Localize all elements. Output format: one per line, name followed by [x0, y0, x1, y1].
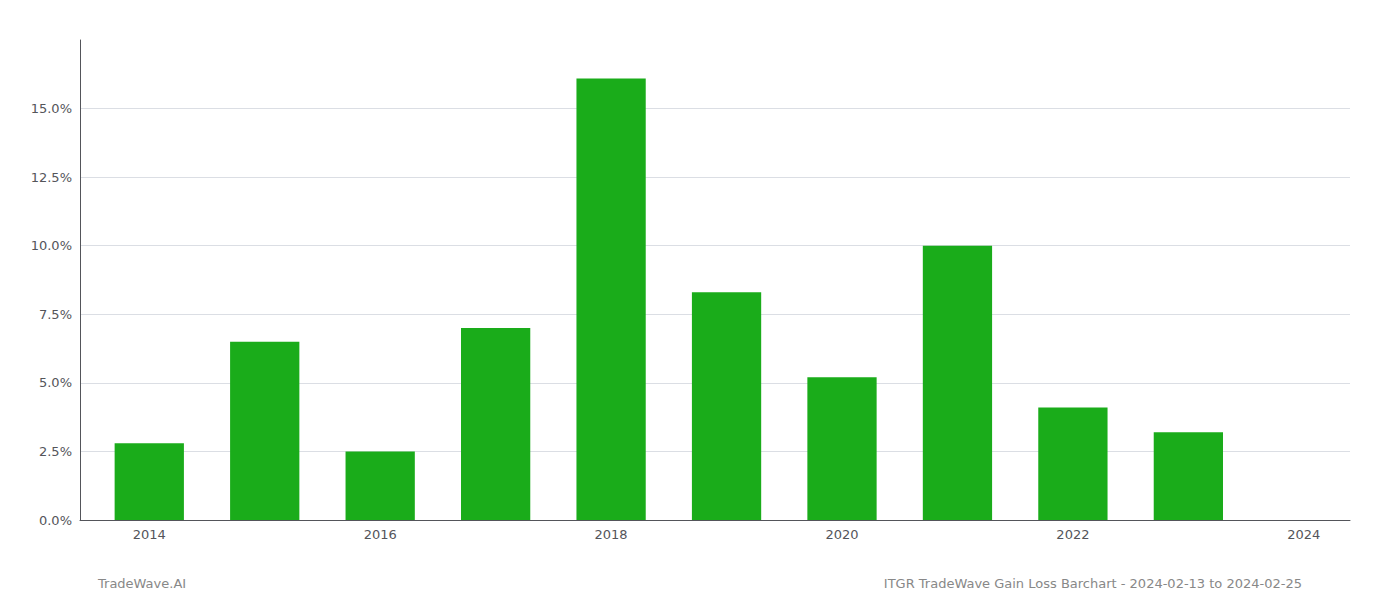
- svg-text:TradeWave.AI: TradeWave.AI: [97, 576, 186, 591]
- svg-text:2016: 2016: [364, 527, 397, 542]
- svg-text:2.5%: 2.5%: [39, 444, 72, 459]
- svg-text:10.0%: 10.0%: [31, 238, 72, 253]
- svg-text:5.0%: 5.0%: [39, 375, 72, 390]
- svg-text:2014: 2014: [133, 527, 166, 542]
- svg-text:0.0%: 0.0%: [39, 513, 72, 528]
- svg-text:15.0%: 15.0%: [31, 101, 72, 116]
- svg-text:12.5%: 12.5%: [31, 170, 72, 185]
- svg-text:2018: 2018: [595, 527, 628, 542]
- svg-text:7.5%: 7.5%: [39, 307, 72, 322]
- svg-text:ITGR TradeWave Gain Loss Barch: ITGR TradeWave Gain Loss Barchart - 2024…: [884, 576, 1302, 591]
- svg-text:2020: 2020: [825, 527, 858, 542]
- svg-text:2024: 2024: [1287, 527, 1320, 542]
- svg-text:2022: 2022: [1056, 527, 1089, 542]
